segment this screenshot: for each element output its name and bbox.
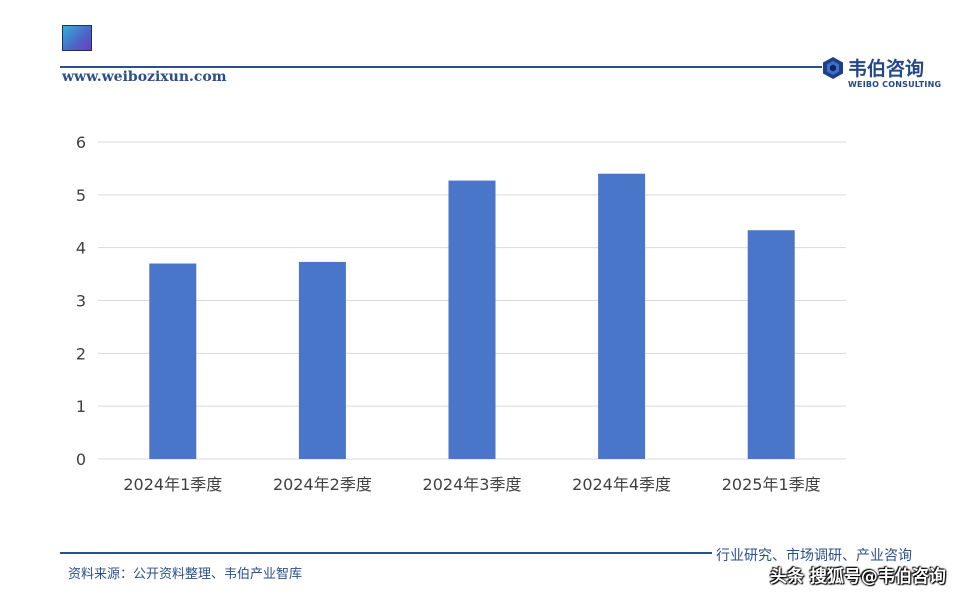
data-source-note: 资料来源：公开资料整理、韦伯产业智库 xyxy=(68,567,303,582)
bar-3 xyxy=(448,180,496,459)
footer-divider xyxy=(60,552,712,554)
corner-logo-square xyxy=(62,25,92,51)
bar-2 xyxy=(298,261,346,459)
footer-tagline: 行业研究、市场调研、产业咨询 xyxy=(716,548,912,564)
x-tick-label: 2025年1季度 xyxy=(722,475,821,494)
header-divider xyxy=(60,66,822,68)
hexagon-logo-icon xyxy=(823,57,843,79)
website-url: www.weibozixun.com xyxy=(62,69,227,85)
y-tick-label: 4 xyxy=(76,239,86,258)
bar-4 xyxy=(598,173,646,459)
y-tick-label: 2 xyxy=(76,344,86,363)
y-tick-label: 1 xyxy=(76,397,86,416)
y-tick-label: 0 xyxy=(76,450,86,469)
bar-1 xyxy=(149,263,197,459)
x-tick-label: 2024年4季度 xyxy=(572,475,671,494)
y-tick-label: 6 xyxy=(76,133,86,152)
x-tick-label: 2024年1季度 xyxy=(123,475,222,494)
y-tick-label: 5 xyxy=(76,186,86,205)
y-tick-label: 3 xyxy=(76,292,86,311)
brand-name-cn: 韦伯咨询 xyxy=(848,58,925,80)
watermark-text: 头条 搜狐号@韦伯咨询 xyxy=(770,567,946,587)
brand-logo: 韦伯咨询 WEIBO CONSULTING xyxy=(822,54,942,94)
bar-5 xyxy=(747,230,795,459)
x-tick-label: 2024年3季度 xyxy=(423,475,522,494)
brand-name-en: WEIBO CONSULTING xyxy=(848,80,942,89)
x-tick-label: 2024年2季度 xyxy=(273,475,372,494)
